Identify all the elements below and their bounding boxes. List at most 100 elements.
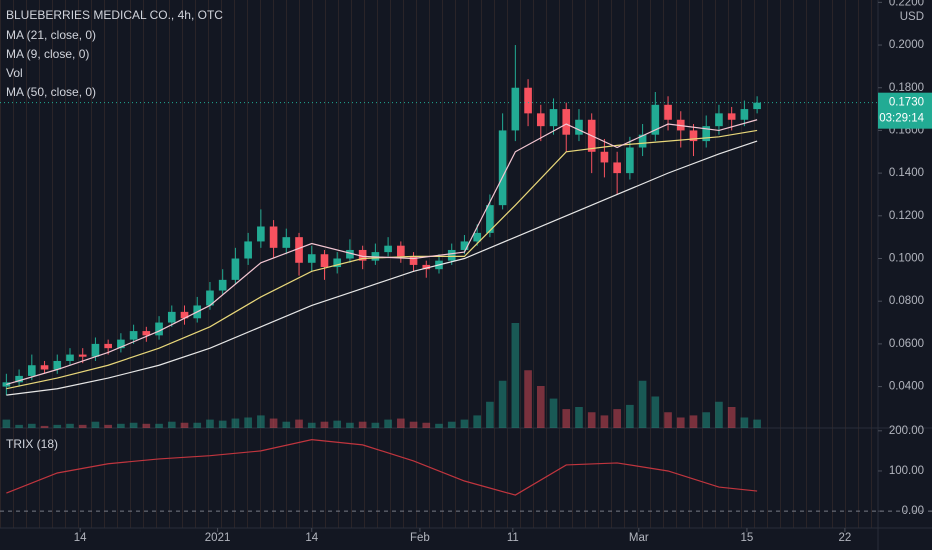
candle-body — [307, 254, 316, 263]
candle-body — [66, 354, 74, 361]
volume-bar — [460, 419, 469, 428]
candle-body — [460, 241, 469, 250]
y-tick-label: 200.00 — [889, 425, 924, 437]
volume-bar — [244, 417, 252, 428]
candle-body — [206, 290, 214, 306]
y-tick-label: 0.1400 — [889, 167, 924, 179]
currency-label: USD — [900, 11, 924, 23]
x-tick-label: 15 — [741, 532, 754, 544]
x-tick-label: 11 — [507, 532, 519, 544]
volume-bar — [689, 415, 698, 428]
volume-bar — [702, 412, 711, 428]
x-tick-label: 2021 — [205, 532, 231, 544]
candle-body — [167, 311, 176, 323]
volume-bar — [384, 419, 392, 428]
volume-bar — [435, 423, 443, 428]
moving-average — [6, 140, 758, 396]
volume-bar — [104, 424, 112, 428]
volume-bar — [358, 421, 367, 428]
candle-body — [15, 375, 23, 383]
candle-body — [638, 134, 647, 148]
candle-body — [91, 343, 100, 357]
volume-bar — [511, 323, 520, 428]
volume-bar — [753, 419, 761, 428]
volume-bar — [167, 421, 176, 428]
volume-bar — [473, 415, 481, 428]
candle-body — [409, 256, 418, 265]
volume-bar — [307, 422, 316, 428]
y-tick-label: 0.0600 — [889, 338, 924, 350]
candle-body — [600, 151, 609, 163]
candle-body — [447, 249, 456, 261]
volume-bar — [91, 421, 100, 428]
volume-bar — [117, 423, 125, 428]
volume-bar — [27, 423, 36, 428]
legend-item: MA (9, close, 0) — [6, 47, 89, 61]
volume-bar — [727, 407, 736, 428]
candle-body — [333, 258, 342, 268]
candle-body — [715, 113, 723, 127]
volume-bar — [193, 422, 202, 428]
volume-bar — [142, 423, 151, 428]
candle-body — [473, 232, 481, 242]
volume-bar — [498, 380, 507, 428]
volume-bar — [447, 421, 456, 428]
candle-body — [129, 331, 138, 340]
candle-body — [282, 237, 291, 248]
volume-bar — [549, 398, 558, 428]
volume-bar — [66, 423, 74, 428]
volume-bar — [613, 409, 621, 428]
volume-bar — [486, 401, 494, 428]
candle-body — [626, 147, 634, 174]
candle-body — [257, 226, 265, 242]
volume-bar — [218, 420, 227, 428]
volume-bar — [320, 421, 329, 428]
volume-bar — [269, 418, 278, 428]
candle-body — [231, 258, 240, 280]
legend-item: MA (21, close, 0) — [6, 28, 96, 42]
candle-body — [27, 365, 36, 376]
x-tick-label: Feb — [410, 532, 430, 544]
x-tick-label: 14 — [74, 532, 87, 544]
candle-body — [104, 343, 112, 349]
volume-bar — [562, 409, 571, 428]
candle-body — [498, 130, 507, 206]
y-tick-label: 0.0800 — [889, 295, 924, 307]
x-tick-label: 14 — [305, 532, 318, 544]
volume-bar — [600, 415, 609, 428]
candle-body — [40, 365, 49, 370]
volume-bar — [78, 424, 87, 428]
volume-bar — [2, 419, 11, 428]
candle-body — [180, 311, 189, 319]
volume-bar — [206, 419, 214, 428]
last-price-label: 0.1730 — [889, 97, 924, 109]
candle-body — [358, 249, 367, 261]
volume-bar — [524, 370, 532, 428]
chart-title: BLUEBERRIES MEDICAL CO., 4h, OTC — [6, 8, 223, 22]
volume-bar — [664, 412, 672, 428]
candle-body — [78, 354, 87, 357]
candle-body — [397, 245, 405, 257]
candle-body — [753, 102, 761, 110]
candle-body — [511, 87, 520, 131]
candle-body — [269, 226, 278, 248]
candle-body — [244, 241, 252, 259]
volume-bar — [740, 417, 749, 428]
volume-bar — [15, 424, 23, 428]
candle-body — [702, 126, 711, 142]
candle-body — [689, 130, 698, 142]
legend-item: Vol — [6, 66, 23, 80]
candle-body — [613, 162, 621, 174]
volume-bar — [282, 421, 291, 428]
volume-bar — [587, 412, 596, 428]
candle-body — [575, 119, 583, 135]
volume-bar — [715, 401, 723, 428]
volume-bar — [536, 386, 545, 428]
countdown: 03:29:14 — [879, 113, 924, 125]
volume-bar — [231, 418, 240, 428]
candle-body — [486, 205, 494, 233]
candle-body — [384, 245, 392, 253]
y-tick-label: 0.1800 — [889, 82, 924, 94]
last-price-box — [878, 92, 932, 129]
